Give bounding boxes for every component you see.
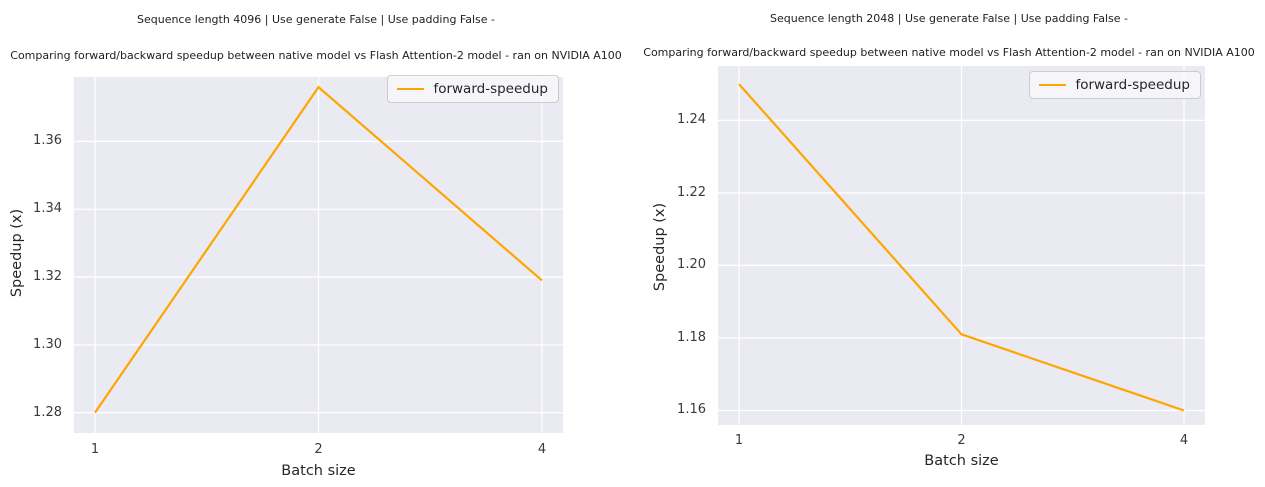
plot-area: [74, 77, 563, 433]
y-tick-label: 1.34: [33, 201, 62, 217]
plot-canvas: [74, 77, 563, 433]
x-tick-label: 2: [957, 433, 966, 448]
x-tick-label: 1: [734, 433, 744, 448]
y-tick-label: 1.16: [677, 402, 706, 418]
chart-title: Comparing forward/backward speedup betwe…: [10, 49, 622, 62]
series-line-forward-speedup: [94, 85, 543, 414]
y-tick-label: 1.30: [33, 336, 62, 352]
legend-line-swatch: [397, 88, 425, 90]
x-tick-label: 4: [1179, 433, 1189, 448]
y-tick-label: 1.28: [33, 404, 62, 420]
y-tick-label: 1.36: [33, 133, 62, 149]
y-tick-label: 1.18: [677, 329, 706, 345]
legend: forward-speedup: [1029, 71, 1201, 99]
chart-suptitle: Sequence length 4096 | Use generate Fals…: [136, 13, 496, 26]
x-tick-label: 2: [314, 442, 323, 457]
y-axis-label: Speedup (x): [652, 202, 668, 292]
x-tick-label: 1: [90, 442, 100, 457]
chart-title: Comparing forward/backward speedup betwe…: [643, 46, 1255, 59]
legend: forward-speedup: [387, 75, 559, 103]
legend-label: forward-speedup: [433, 81, 548, 97]
y-tick-label: 1.20: [677, 257, 706, 273]
legend-line-swatch: [1039, 84, 1067, 86]
chart-suptitle: Sequence length 2048 | Use generate Fals…: [769, 12, 1129, 25]
y-tick-label: 1.32: [33, 269, 62, 285]
x-tick-label: 4: [537, 442, 547, 457]
plot-area: [718, 66, 1205, 425]
x-axis-label: Batch size: [924, 453, 999, 469]
y-tick-label: 1.24: [677, 112, 706, 128]
legend-label: forward-speedup: [1075, 77, 1190, 93]
y-tick-label: 1.22: [677, 184, 706, 200]
series-line-forward-speedup: [738, 83, 1185, 412]
x-axis-label: Batch size: [281, 463, 356, 479]
plot-canvas: [718, 66, 1205, 425]
